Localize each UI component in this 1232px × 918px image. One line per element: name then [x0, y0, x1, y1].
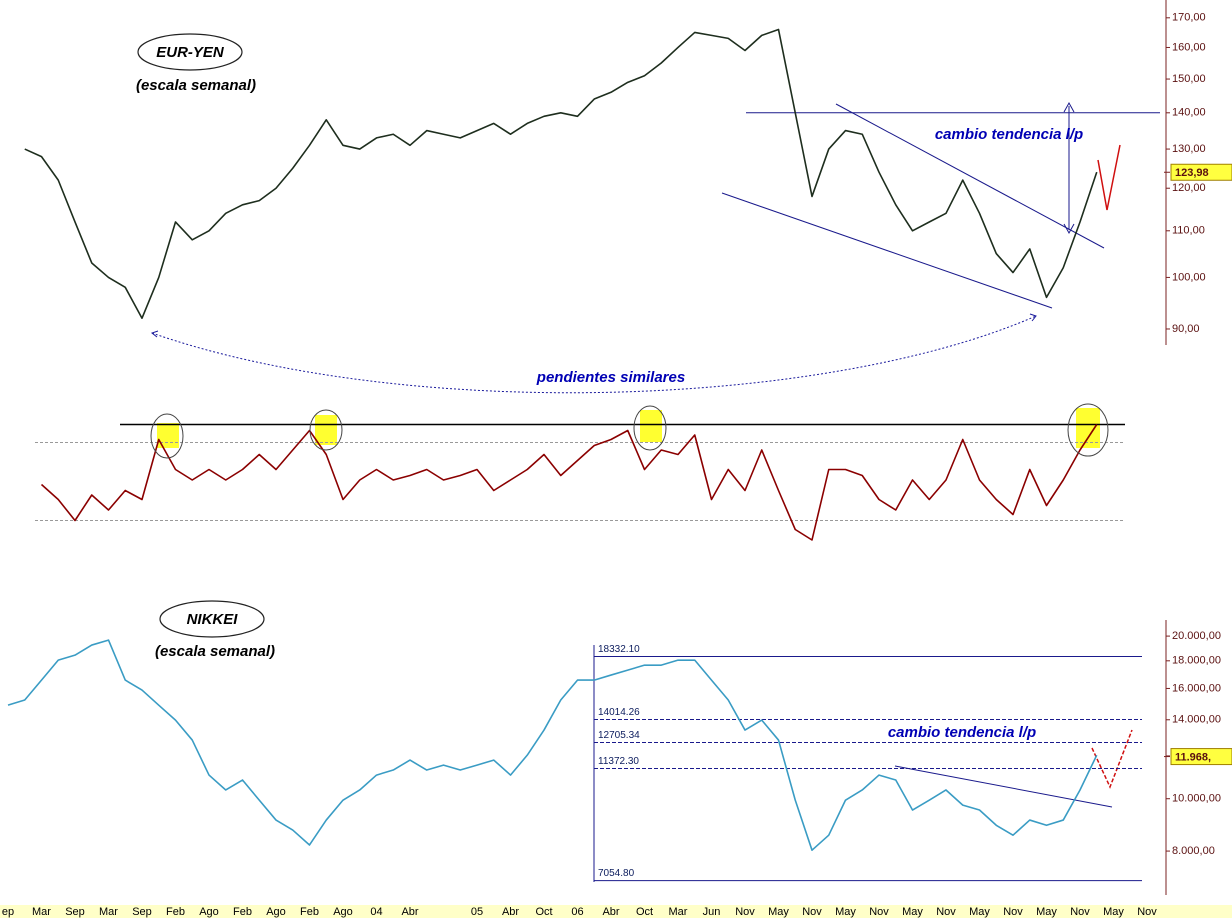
x-tick-label: May [768, 906, 789, 918]
x-tick-label: Nov [802, 906, 822, 918]
y-tick-label: 120,00 [1172, 182, 1206, 194]
data-line [24, 28, 1098, 320]
x-tick-label: Mar [99, 906, 118, 918]
x-tick-label: Oct [535, 906, 552, 918]
trend-line [721, 192, 1053, 309]
reference-label: 12705.34 [598, 730, 640, 741]
peak-circle [633, 405, 667, 451]
reference-label: 18332.10 [598, 644, 640, 655]
annotation: cambio tendencia l/p [935, 126, 1083, 143]
y-tick-label: 150,00 [1172, 73, 1206, 85]
y-tick-label: 140,00 [1172, 107, 1206, 119]
projection [1091, 729, 1133, 789]
x-tick-label: 06 [571, 906, 583, 918]
trend-line [894, 765, 1113, 808]
x-tick-label: Jun [703, 906, 721, 918]
chart-subtitle: (escala semanal) [136, 77, 256, 94]
x-tick-label: 04 [370, 906, 382, 918]
x-tick-label: May [1103, 906, 1124, 918]
y-tick-label: 170,00 [1172, 12, 1206, 24]
x-tick-label: Ago [199, 906, 219, 918]
y-tick-label: 10.000,00 [1172, 793, 1221, 805]
x-tick-label: Sep [132, 906, 152, 918]
annotation: cambio tendencia l/p [888, 724, 1036, 741]
y-tick-label: 130,00 [1172, 143, 1206, 155]
projection [1097, 144, 1121, 211]
last-value-label: 123,98 [1175, 167, 1209, 179]
x-tick-label: Ago [266, 906, 286, 918]
y-tick-label: 20.000,00 [1172, 630, 1221, 642]
peak-circle [1067, 403, 1109, 457]
y-tick-label: 90,00 [1172, 323, 1200, 335]
last-value-box [1170, 163, 1232, 181]
x-tick-label: Abr [602, 906, 619, 918]
x-tick-label: Ago [333, 906, 353, 918]
y-tick-label: 16.000,00 [1172, 682, 1221, 694]
x-tick-label: ep [2, 906, 14, 918]
x-tick-label: Nov [1137, 906, 1157, 918]
peak-circle [309, 409, 343, 451]
x-tick-label: Feb [300, 906, 319, 918]
annotation: pendientes similares [536, 369, 685, 386]
similar-slopes-arc [151, 315, 1037, 394]
trend-line [835, 103, 1105, 249]
x-tick-label: May [902, 906, 923, 918]
last-value-label: 11.968, [1175, 751, 1211, 763]
x-tick-label: Nov [1070, 906, 1090, 918]
y-tick-label: 8.000,00 [1172, 845, 1215, 857]
x-tick-label: Mar [669, 906, 688, 918]
x-tick-label: May [1036, 906, 1057, 918]
x-tick-label: Abr [401, 906, 418, 918]
x-axis-band [0, 905, 1232, 918]
x-tick-label: May [835, 906, 856, 918]
chart-title: NIKKEI [187, 611, 239, 628]
arrow-head [150, 313, 1037, 338]
y-tick-label: 18.000,00 [1172, 655, 1221, 667]
title-oval [137, 33, 243, 71]
last-value-box [1170, 748, 1232, 766]
reference-label: 14014.26 [598, 707, 640, 718]
x-tick-label: 05 [471, 906, 483, 918]
y-tick-label: 160,00 [1172, 41, 1206, 53]
data-line [7, 639, 1098, 851]
x-tick-label: Nov [1003, 906, 1023, 918]
x-tick-label: Mar [32, 906, 51, 918]
reference-label: 7054.80 [598, 868, 635, 879]
title-oval [159, 600, 265, 638]
x-tick-label: Abr [502, 906, 519, 918]
highlight [640, 410, 662, 442]
chart-subtitle: (escala semanal) [155, 643, 275, 660]
x-tick-label: Oct [636, 906, 653, 918]
x-tick-label: Nov [735, 906, 755, 918]
data-line [40, 424, 1098, 541]
peak-circle [150, 413, 184, 459]
x-tick-label: Feb [166, 906, 185, 918]
x-tick-label: Sep [65, 906, 85, 918]
reference-label: 11372.30 [598, 756, 639, 767]
highlight [1076, 408, 1100, 448]
chart-title: EUR-YEN [156, 44, 225, 61]
x-tick-label: Feb [233, 906, 252, 918]
highlight [157, 423, 179, 448]
y-tick-label: 110,00 [1172, 225, 1205, 237]
highlight [315, 415, 337, 445]
x-tick-label: May [969, 906, 990, 918]
x-tick-label: Nov [869, 906, 889, 918]
y-tick-label: 100,00 [1172, 271, 1206, 283]
arrow-head [1063, 101, 1075, 235]
y-tick-label: 14.000,00 [1172, 714, 1221, 726]
x-tick-label: Nov [936, 906, 956, 918]
